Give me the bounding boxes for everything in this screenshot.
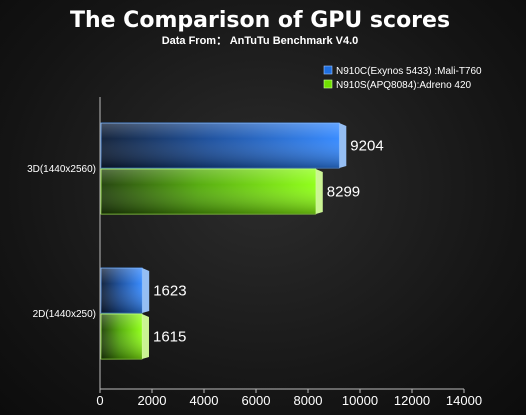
legend-label-series-1: N910C(Exynos 5433) :Mali-T760 — [336, 66, 482, 77]
x-tick-label-2: 4000 — [190, 393, 219, 408]
bar-3d-1440x2560--series-1 — [100, 122, 347, 169]
x-tick-label-7: 14000 — [446, 393, 482, 408]
legend-swatch-series-1 — [323, 65, 333, 75]
bar-3d-1440x2560--series-2 — [100, 168, 323, 215]
category-label-1: 3D(1440x2560) — [27, 164, 96, 175]
x-tick-label-6: 12000 — [394, 393, 430, 408]
category-labels: 3D(1440x2560) 2D(1440x250) — [27, 164, 96, 320]
legend: N910C(Exynos 5433) :Mali-T760 N910S(APQ8… — [323, 65, 482, 91]
value-label-1-2: 8299 — [327, 184, 360, 201]
x-tick-label-3: 6000 — [242, 393, 271, 408]
bar-shading — [101, 268, 143, 313]
bar-end-cap — [141, 314, 149, 359]
x-tick-label-1: 2000 — [138, 393, 167, 408]
chart-title: The Comparison of GPU scores — [70, 8, 450, 33]
x-tick-label-5: 10000 — [342, 393, 378, 408]
bar-2d-1440x250--series-1 — [100, 267, 150, 314]
legend-label-series-2: N910S(APQ8084):Adreno 420 — [336, 80, 472, 91]
chart-subtitle: Data From： AnTuTu Benchmark V4.0 — [162, 35, 359, 47]
bar-2d-1440x250--series-2 — [100, 313, 149, 360]
x-tick-label-0: 0 — [96, 393, 103, 408]
legend-swatch-series-2 — [323, 79, 333, 89]
value-label-2-2: 1615 — [153, 329, 186, 346]
bar-end-cap — [339, 123, 347, 168]
value-label-1-1: 9204 — [350, 138, 383, 155]
category-label-2: 2D(1440x250) — [33, 309, 96, 320]
value-labels: 9204 8299 1623 1615 — [153, 138, 384, 346]
bar-shading — [101, 123, 340, 168]
bar-end-cap — [142, 268, 150, 313]
x-tick-label-4: 8000 — [294, 393, 323, 408]
bar-shading — [101, 314, 142, 359]
value-label-2-1: 1623 — [153, 283, 186, 300]
axes — [99, 97, 464, 390]
bar-shading — [101, 169, 316, 214]
x-ticks: 0 2000 4000 6000 8000 10000 12000 14000 — [96, 389, 482, 408]
bar-end-cap — [315, 169, 323, 214]
bars — [100, 122, 347, 360]
